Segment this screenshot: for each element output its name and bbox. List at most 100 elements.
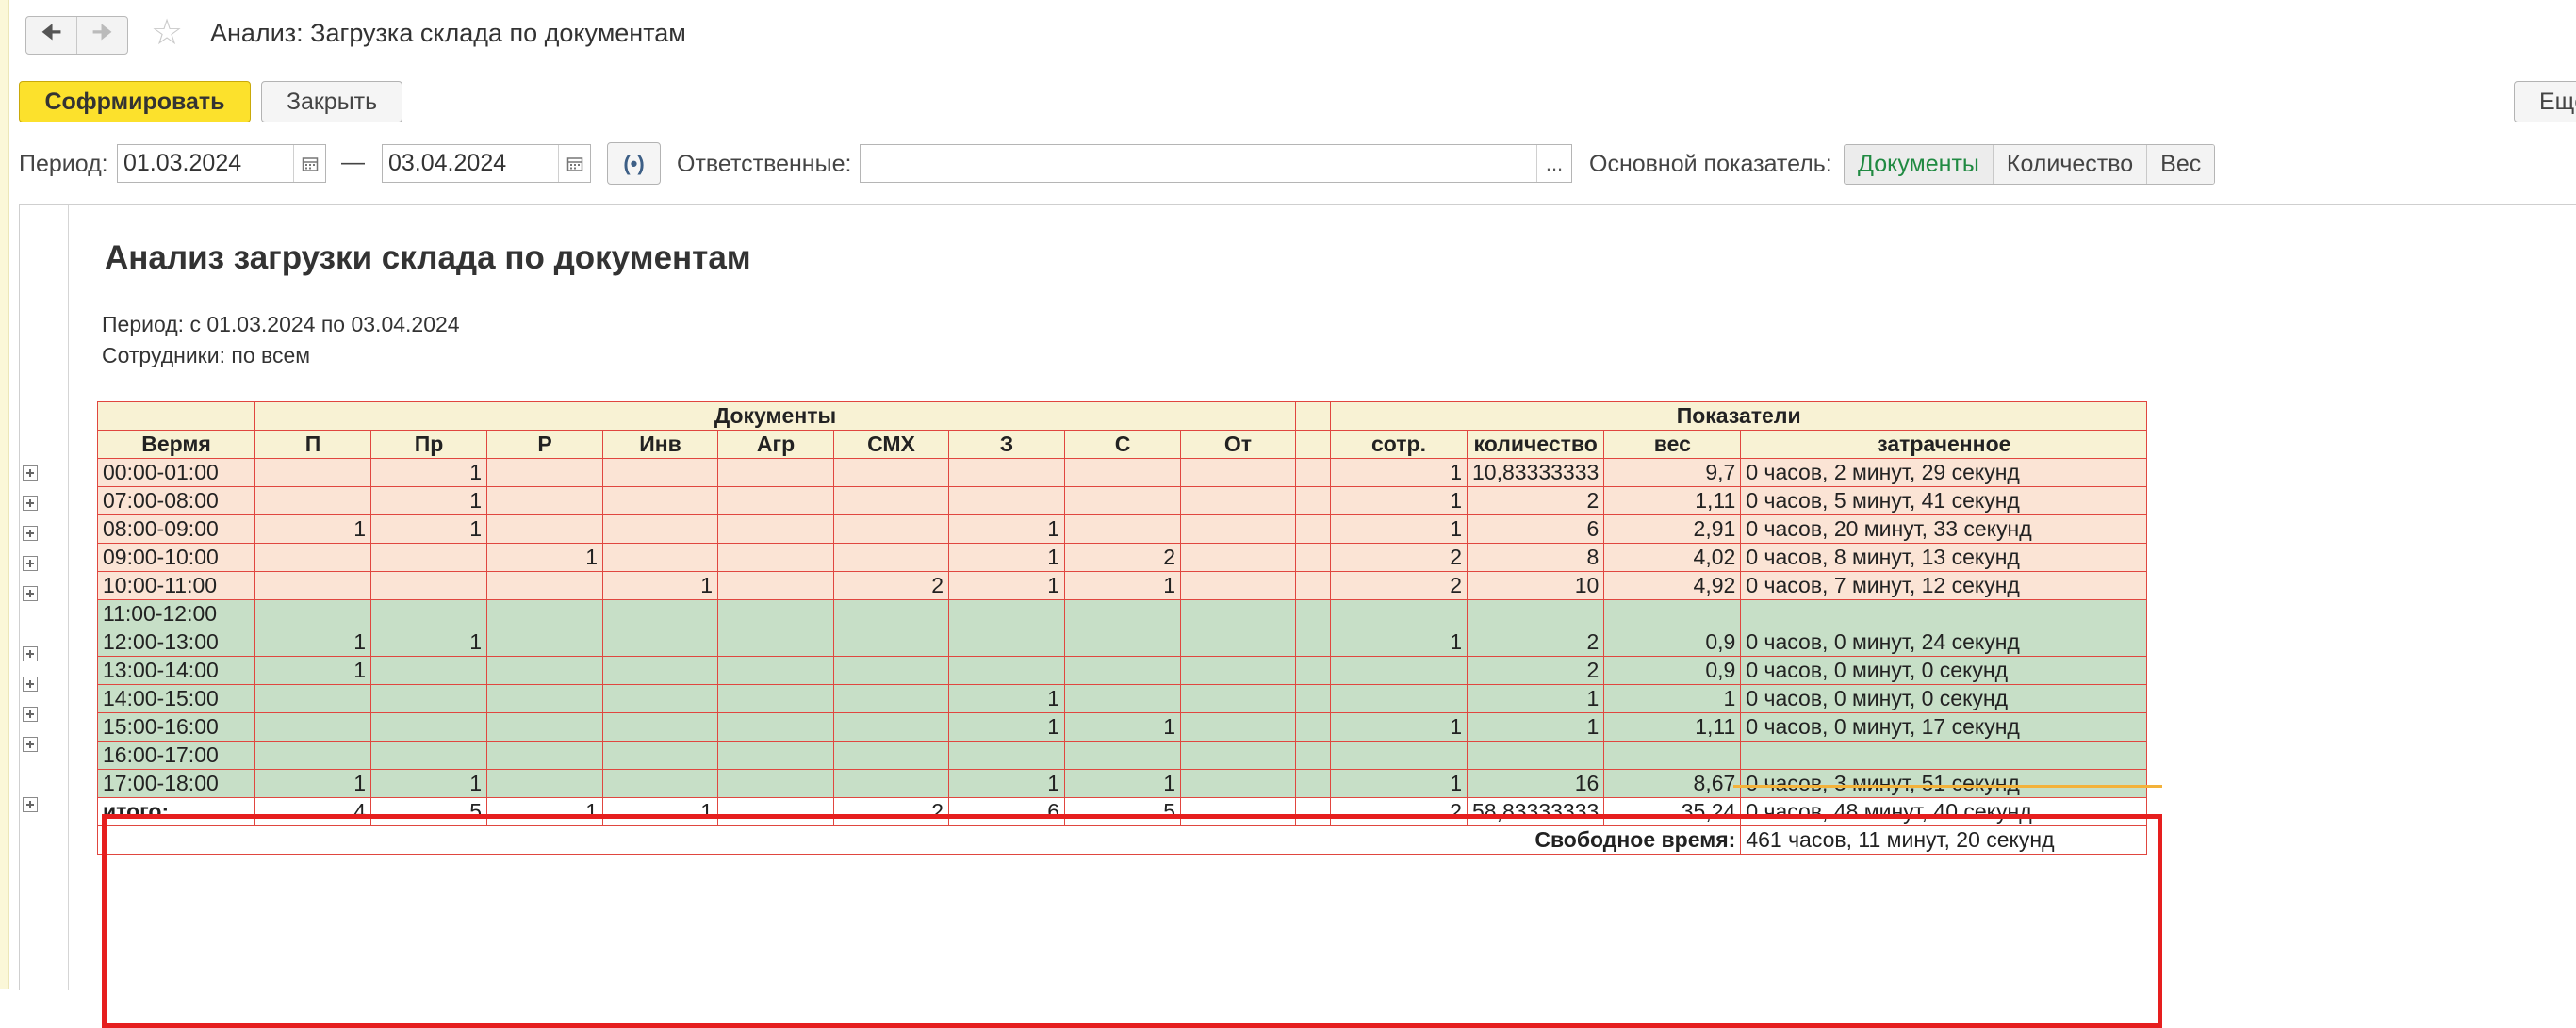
expand-row-icon[interactable] — [23, 586, 38, 601]
value-cell: 1 — [948, 769, 1065, 798]
column-header: количество — [1466, 430, 1605, 459]
value-cell — [833, 514, 949, 544]
value-cell: 0 часов, 0 минут, 17 секунд — [1740, 712, 2148, 742]
expand-row-icon[interactable] — [23, 526, 38, 541]
period-settings-button[interactable]: (•) — [607, 142, 661, 185]
value-cell — [1180, 571, 1296, 600]
value-cell: 1 — [1330, 514, 1468, 544]
value-cell — [948, 458, 1065, 487]
indicator-label: Основной показатель: — [1589, 151, 1832, 177]
value-cell — [717, 656, 834, 685]
value-cell — [1064, 486, 1181, 515]
value-cell: 8,67 — [1603, 769, 1742, 798]
value-cell — [254, 599, 371, 628]
value-cell: 1 — [370, 458, 487, 487]
value-cell — [1180, 486, 1296, 515]
expand-row-icon[interactable] — [23, 707, 38, 722]
expand-row-icon[interactable] — [23, 465, 38, 481]
indicator-option-quantity[interactable]: Количество — [1992, 145, 2147, 184]
expand-row-icon[interactable] — [23, 646, 38, 661]
value-cell — [486, 514, 603, 544]
value-cell — [833, 486, 949, 515]
value-cell — [1064, 684, 1181, 713]
report-title: Анализ загрузки склада по документам — [105, 239, 751, 276]
period-dash: — — [341, 149, 365, 175]
value-cell: 1 — [1330, 486, 1468, 515]
value-cell — [486, 628, 603, 657]
value-cell — [370, 656, 487, 685]
table-row[interactable]: 11:00-12:00 — [97, 599, 2148, 628]
close-button[interactable]: Закрыть — [261, 81, 402, 122]
back-button[interactable]: 🠈 — [26, 17, 76, 54]
total-cell: 5 — [1064, 797, 1181, 826]
expand-row-icon[interactable] — [23, 677, 38, 692]
value-cell: 1 — [948, 514, 1065, 544]
more-button[interactable]: Ещё — [2514, 81, 2576, 122]
date-to-field[interactable]: 03.04.2024 — [382, 144, 591, 183]
time-cell: 08:00-09:00 — [97, 514, 255, 544]
indicator-option-documents[interactable]: Документы — [1845, 145, 1993, 184]
select-responsible-button[interactable]: ... — [1536, 145, 1571, 182]
value-cell: 0,9 — [1603, 628, 1742, 657]
calendar-icon[interactable] — [558, 145, 590, 182]
value-cell: 1 — [254, 769, 371, 798]
expand-row-icon[interactable] — [23, 797, 38, 812]
value-cell: 0 часов, 0 минут, 24 секунд — [1740, 628, 2148, 657]
table-row[interactable]: 08:00-09:00 1 1 1 1 6 2,91 0 часов, 20 минут, 3… — [97, 514, 2148, 544]
calendar-icon[interactable] — [293, 145, 325, 182]
table-row[interactable]: 17:00-18:00 1 1 1 1 1 16 8,67 0 часов, 3 минут, … — [97, 769, 2148, 798]
value-cell — [254, 712, 371, 742]
value-cell — [1180, 769, 1296, 798]
responsible-field[interactable]: ... — [860, 144, 1572, 183]
date-from-field[interactable]: 01.03.2024 — [117, 144, 326, 183]
free-time-row: Свободное время: 461 часов, 11 минут, 20 … — [96, 825, 2148, 855]
value-cell — [1180, 628, 1296, 657]
value-cell — [254, 571, 371, 600]
table-row[interactable]: 09:00-10:00 1 1 2 2 8 4,02 0 часов, 8 минут, 13… — [97, 543, 2148, 572]
table-row[interactable]: 15:00-16:00 1 1 1 1 1,11 0 часов, 0 минут, 17 … — [97, 712, 2148, 742]
value-cell: 1 — [948, 684, 1065, 713]
value-cell: 2 — [833, 571, 949, 600]
value-cell: 4,92 — [1603, 571, 1742, 600]
column-header: СМХ — [833, 430, 949, 459]
total-cell: 2 — [1330, 797, 1468, 826]
table-row[interactable]: 00:00-01:00 1 1 10,83333333 9,7 0 часов, 2 ми… — [97, 458, 2148, 487]
value-cell — [370, 741, 487, 770]
value-cell: 1 — [254, 656, 371, 685]
expand-row-icon[interactable] — [23, 556, 38, 571]
value-cell — [1180, 684, 1296, 713]
value-cell: 2 — [1064, 543, 1181, 572]
column-header: С — [1064, 430, 1181, 459]
window-edge-strip — [0, 0, 9, 989]
expand-row-icon[interactable] — [23, 737, 38, 752]
value-cell: 1 — [948, 712, 1065, 742]
value-cell — [1295, 656, 1331, 685]
value-cell — [602, 769, 718, 798]
value-cell — [1330, 656, 1468, 685]
value-cell — [833, 628, 949, 657]
value-cell — [602, 458, 718, 487]
star-icon[interactable]: ☆ — [151, 13, 184, 53]
table-row[interactable]: 07:00-08:00 1 1 2 1,11 0 часов, 5 минут, 41 с… — [97, 486, 2148, 515]
forward-button[interactable]: 🠊 — [76, 17, 127, 54]
value-cell — [833, 712, 949, 742]
value-cell: 1 — [1064, 769, 1181, 798]
table-row[interactable]: 10:00-11:00 1 2 1 1 2 10 4,92 0 часов, 7 минут, … — [97, 571, 2148, 600]
table-row[interactable]: 13:00-14:00 1 2 0,9 0 часов, 0 минут, 0 секу… — [97, 656, 2148, 685]
indicator-option-weight[interactable]: Вес — [2146, 145, 2215, 184]
value-cell — [833, 684, 949, 713]
generate-button[interactable]: Софрмировать — [19, 81, 251, 122]
value-cell — [370, 571, 487, 600]
column-header: Вермя — [97, 430, 255, 459]
value-cell: 1 — [370, 628, 487, 657]
value-cell — [1466, 599, 1605, 628]
value-cell — [602, 599, 718, 628]
table-row[interactable]: 14:00-15:00 1 1 1 0 часов, 0 минут, 0 секунд — [97, 684, 2148, 713]
value-cell — [1740, 741, 2148, 770]
free-time-value: 461 часов, 11 минут, 20 секунд — [1740, 825, 2148, 855]
table-row[interactable]: 12:00-13:00 1 1 1 2 0,9 0 часов, 0 минут, 24 с… — [97, 628, 2148, 657]
value-cell: 0 часов, 0 минут, 0 секунд — [1740, 656, 2148, 685]
expand-row-icon[interactable] — [23, 496, 38, 511]
period-label: Период: — [19, 151, 108, 177]
table-row[interactable]: 16:00-17:00 — [97, 741, 2148, 770]
